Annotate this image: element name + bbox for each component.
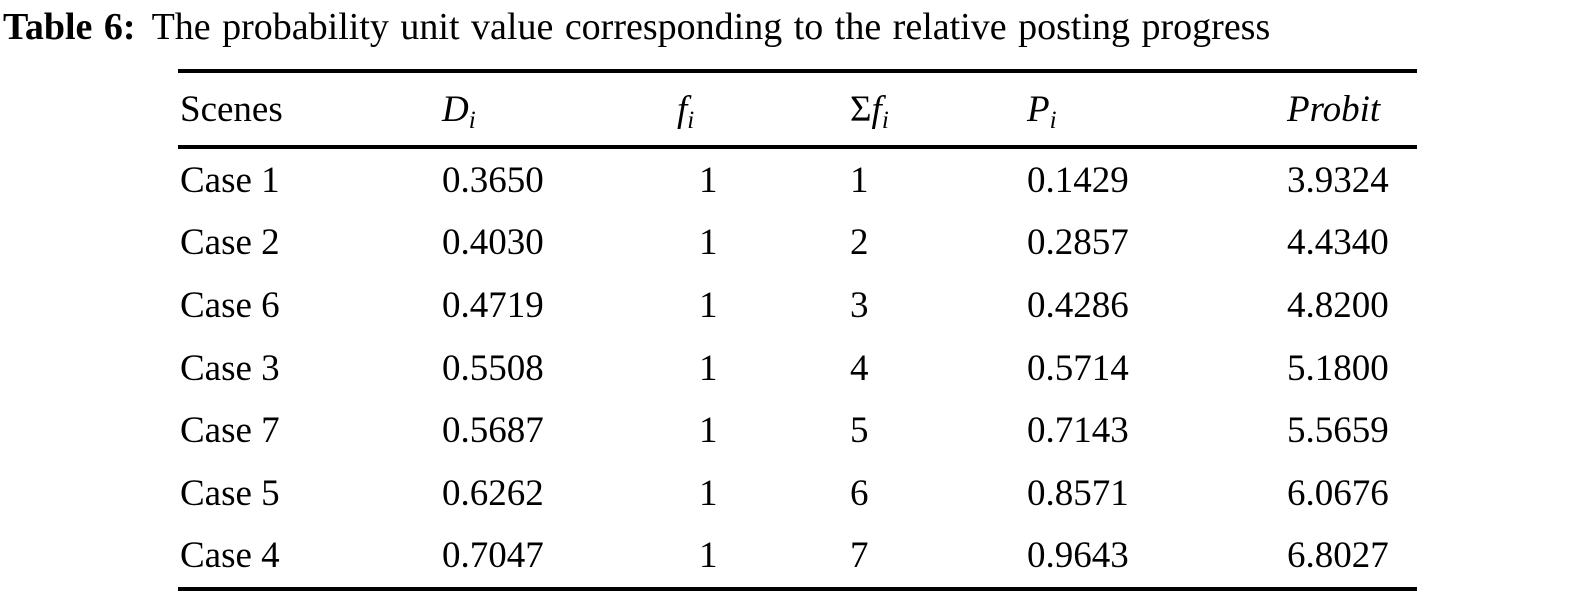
cell-fi: 1	[699, 410, 718, 452]
cell-sum-fi: 2	[850, 222, 869, 264]
cell-sum-fi: 5	[850, 410, 869, 452]
cell-pi: 0.9643	[1027, 535, 1129, 577]
table-body: Case 1 0.3650 1 1 0.1429 3.9324 Case 2 0…	[178, 149, 1417, 587]
cell-probit: 5.5659	[1287, 410, 1389, 452]
cell-di: 0.4719	[442, 284, 544, 326]
cell-probit: 4.8200	[1287, 284, 1389, 326]
cell-pi: 0.4286	[1027, 284, 1129, 326]
table-header-row: Scenes Di fi Σfi Pi Probit	[178, 73, 1417, 145]
cell-scene: Case 3	[180, 347, 280, 389]
cell-probit: 4.4340	[1287, 222, 1389, 264]
cell-sum-fi: 3	[850, 284, 869, 326]
header-base: P	[1027, 88, 1050, 130]
table-row: Case 3 0.5508 1 4 0.5714 5.1800	[178, 337, 1417, 400]
cell-probit: 6.8027	[1287, 535, 1389, 577]
column-header-scenes: Scenes	[178, 88, 440, 131]
sigma-symbol: Σ	[850, 88, 872, 130]
cell-pi: 0.5714	[1027, 347, 1129, 389]
header-subscript: i	[468, 106, 476, 134]
cell-scene: Case 5	[180, 472, 280, 514]
table-row: Case 5 0.6262 1 6 0.8571 6.0676	[178, 462, 1417, 525]
table-row: Case 4 0.7047 1 7 0.9643 6.8027	[178, 525, 1417, 588]
cell-pi: 0.7143	[1027, 410, 1129, 452]
table-header-rule	[178, 145, 1417, 149]
cell-pi: 0.8571	[1027, 472, 1129, 514]
cell-di: 0.5508	[442, 347, 544, 389]
cell-scene: Case 2	[180, 222, 280, 264]
table-row: Case 1 0.3650 1 1 0.1429 3.9324	[178, 149, 1417, 212]
table-row: Case 7 0.5687 1 5 0.7143 5.5659	[178, 399, 1417, 462]
cell-di: 0.3650	[442, 159, 544, 201]
cell-sum-fi: 1	[850, 159, 869, 201]
cell-sum-fi: 7	[850, 535, 869, 577]
cell-sum-fi: 4	[850, 347, 869, 389]
table-caption-text: The probability unit value corresponding…	[151, 6, 1271, 48]
cell-probit: 6.0676	[1287, 472, 1389, 514]
data-table: Scenes Di fi Σfi Pi Probit Case 1 0.3650…	[178, 69, 1417, 592]
header-base: f	[871, 88, 882, 130]
cell-sum-fi: 6	[850, 472, 869, 514]
header-base: f	[677, 88, 688, 130]
table-row: Case 2 0.4030 1 2 0.2857 4.4340	[178, 212, 1417, 275]
column-header-sum-fi: Σfi	[848, 88, 1025, 134]
cell-scene: Case 1	[180, 159, 280, 201]
cell-fi: 1	[699, 535, 718, 577]
header-base: D	[442, 88, 469, 130]
header-base: Scenes	[180, 88, 283, 130]
cell-fi: 1	[699, 472, 718, 514]
cell-fi: 1	[699, 284, 718, 326]
header-subscript: i	[687, 106, 695, 134]
cell-scene: Case 7	[180, 410, 280, 452]
cell-fi: 1	[699, 222, 718, 264]
column-header-probit: Probit	[1285, 88, 1417, 131]
cell-fi: 1	[699, 159, 718, 201]
cell-di: 0.6262	[442, 472, 544, 514]
table-row: Case 6 0.4719 1 3 0.4286 4.8200	[178, 274, 1417, 337]
header-subscript: i	[1049, 106, 1057, 134]
cell-scene: Case 6	[180, 284, 280, 326]
table-top-rule	[178, 69, 1417, 73]
cell-probit: 3.9324	[1287, 159, 1389, 201]
cell-fi: 1	[699, 347, 718, 389]
cell-pi: 0.1429	[1027, 159, 1129, 201]
cell-di: 0.7047	[442, 535, 544, 577]
table-caption: Table 6: The probability unit value corre…	[3, 2, 1581, 52]
table-bottom-rule	[178, 587, 1417, 592]
column-header-pi: Pi	[1025, 88, 1285, 134]
cell-scene: Case 4	[180, 535, 280, 577]
header-base: Probit	[1287, 88, 1381, 130]
table-caption-label: Table 6:	[3, 6, 136, 48]
cell-di: 0.4030	[442, 222, 544, 264]
column-header-fi: fi	[675, 88, 848, 134]
cell-pi: 0.2857	[1027, 222, 1129, 264]
cell-di: 0.5687	[442, 410, 544, 452]
header-subscript: i	[881, 106, 889, 134]
cell-probit: 5.1800	[1287, 347, 1389, 389]
column-header-di: Di	[440, 88, 675, 134]
